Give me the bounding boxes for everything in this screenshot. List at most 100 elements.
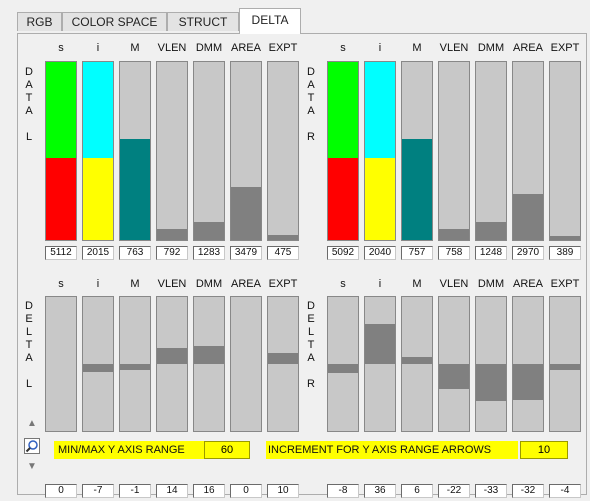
bar-fill-top bbox=[328, 62, 358, 158]
delta-l-bar-dmm bbox=[193, 296, 225, 432]
column-header-i: i bbox=[96, 278, 100, 290]
delta-bar-fill bbox=[550, 364, 580, 370]
column-header-expt: EXPT bbox=[550, 278, 580, 290]
delta-r-bar-dmm bbox=[475, 296, 507, 432]
column-header-m: M bbox=[412, 278, 422, 290]
data-l-bar-i bbox=[82, 61, 114, 241]
tab-rgb[interactable]: RGB bbox=[17, 12, 62, 31]
delta-r-value-expt: -4 bbox=[549, 484, 581, 498]
tab-delta[interactable]: DELTA bbox=[239, 8, 301, 34]
side-label-letter: E bbox=[307, 313, 315, 325]
delta-bar-fill bbox=[328, 364, 358, 373]
delta-r-value-m: 6 bbox=[401, 484, 433, 498]
increment-label: INCREMENT FOR Y AXIS RANGE ARROWS bbox=[266, 441, 518, 459]
bar-fill-top bbox=[365, 62, 395, 158]
side-label-letter: T bbox=[307, 92, 315, 104]
column-header-m: M bbox=[130, 278, 140, 290]
side-label-letter: E bbox=[25, 313, 33, 325]
side-label-letter: T bbox=[25, 92, 33, 104]
column-header-s: s bbox=[58, 278, 64, 290]
column-header-vlen: VLEN bbox=[157, 42, 187, 54]
delta-bar-fill bbox=[365, 323, 395, 364]
data-r-value-i: 2040 bbox=[364, 246, 396, 260]
delta-l-value-i: -7 bbox=[82, 484, 114, 498]
delta-bar-fill bbox=[513, 364, 543, 400]
data-l-bar-m bbox=[119, 61, 151, 241]
data-l-value-m: 763 bbox=[119, 246, 151, 260]
column-header-vlen: VLEN bbox=[439, 42, 469, 54]
data-l-value-i: 2015 bbox=[82, 246, 114, 260]
column-header-s: s bbox=[58, 42, 64, 54]
data-r-bar-s bbox=[327, 61, 359, 241]
side-label-letter bbox=[22, 118, 36, 131]
delta-r-value-dmm: -33 bbox=[475, 484, 507, 498]
data-r-value-s: 5092 bbox=[327, 246, 359, 260]
range-down-arrow[interactable]: ▼ bbox=[27, 461, 37, 472]
side-label-letter: L bbox=[307, 326, 315, 338]
data-l-value-vlen: 792 bbox=[156, 246, 188, 260]
column-header-dmm: DMM bbox=[477, 42, 505, 54]
data-r-value-dmm: 1248 bbox=[475, 246, 507, 260]
side-label-letter: D bbox=[307, 66, 315, 78]
tab-bar: RGB COLOR SPACE STRUCT DELTA bbox=[0, 0, 590, 34]
delta-l-bar-area bbox=[230, 296, 262, 432]
delta-bar-fill bbox=[439, 364, 469, 389]
column-header-expt: EXPT bbox=[550, 42, 580, 54]
data-r-value-expt: 389 bbox=[549, 246, 581, 260]
side-label-letter: A bbox=[25, 105, 33, 117]
delta-r-bar-m bbox=[401, 296, 433, 432]
column-header-i: i bbox=[96, 42, 100, 54]
delta-r-bar-vlen bbox=[438, 296, 470, 432]
column-header-vlen: VLEN bbox=[157, 278, 187, 290]
delta-l-value-vlen: 14 bbox=[156, 484, 188, 498]
tab-color-space[interactable]: COLOR SPACE bbox=[62, 12, 167, 31]
side-label-letter: L bbox=[25, 131, 33, 143]
column-header-i: i bbox=[378, 278, 382, 290]
delta-r-value-area: -32 bbox=[512, 484, 544, 498]
delta-r-bar-s bbox=[327, 296, 359, 432]
side-label-letter bbox=[22, 365, 36, 378]
column-header-area: AREA bbox=[231, 278, 261, 290]
delta-bar-fill bbox=[83, 364, 113, 372]
data-r-bar-expt bbox=[549, 61, 581, 241]
side-label-letter bbox=[304, 365, 318, 378]
bar-fill bbox=[268, 235, 298, 240]
tab-struct[interactable]: STRUCT bbox=[167, 12, 239, 31]
delta-l-value-expt: 10 bbox=[267, 484, 299, 498]
delta-r-bar-expt bbox=[549, 296, 581, 432]
range-input[interactable]: 60 bbox=[204, 441, 250, 459]
delta-bar-fill bbox=[157, 348, 187, 364]
data-r-value-area: 2970 bbox=[512, 246, 544, 260]
side-label-letter: D bbox=[25, 66, 33, 78]
bar-fill bbox=[513, 194, 543, 240]
data-r-bar-area bbox=[512, 61, 544, 241]
delta-r-bar-i bbox=[364, 296, 396, 432]
delta-bar-fill bbox=[268, 352, 298, 364]
data-l-value-expt: 475 bbox=[267, 246, 299, 260]
delta-l-bar-m bbox=[119, 296, 151, 432]
side-label-letter: D bbox=[307, 300, 315, 312]
delta-r-value-i: 36 bbox=[364, 484, 396, 498]
bar-fill bbox=[194, 222, 224, 240]
range-up-arrow[interactable]: ▲ bbox=[27, 418, 37, 429]
bar-fill-top bbox=[46, 62, 76, 158]
side-label-letter: A bbox=[307, 105, 315, 117]
data-l-bar-expt bbox=[267, 61, 299, 241]
data-l-bar-area bbox=[230, 61, 262, 241]
side-label-letter: R bbox=[307, 378, 315, 390]
column-header-dmm: DMM bbox=[195, 42, 223, 54]
column-header-s: s bbox=[340, 278, 346, 290]
magnifier-icon[interactable] bbox=[24, 438, 40, 454]
data-r-value-m: 757 bbox=[401, 246, 433, 260]
side-label-letter: D bbox=[25, 300, 33, 312]
delta-bar-fill bbox=[194, 346, 224, 364]
increment-input[interactable]: 10 bbox=[520, 441, 568, 459]
column-header-dmm: DMM bbox=[195, 278, 223, 290]
data-l-bar-vlen bbox=[156, 61, 188, 241]
bar-fill bbox=[157, 229, 187, 240]
bar-fill-bottom bbox=[46, 158, 76, 240]
side-label-letter: R bbox=[307, 131, 315, 143]
bar-fill-bottom bbox=[365, 158, 395, 240]
